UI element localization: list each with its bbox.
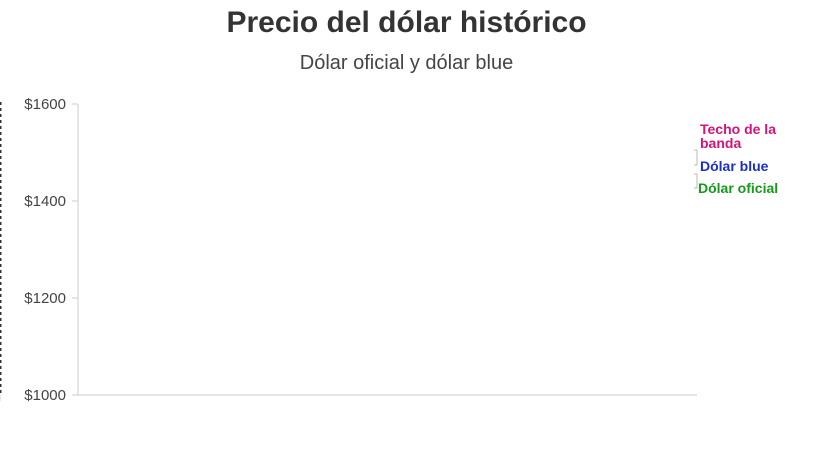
chart-subtitle: Dólar oficial y dólar blue — [299, 52, 514, 74]
legend-label-blue: Dólar blue — [700, 158, 769, 174]
y-tick-label: $1400 — [24, 193, 66, 210]
legend-label-techo-line-2: banda — [700, 135, 741, 151]
legend-connector — [694, 149, 698, 166]
legend-connector — [694, 173, 698, 189]
chart-title: Precio del dólar histórico — [226, 6, 587, 39]
y-tick-label: $1600 — [24, 96, 66, 113]
legend-label-techo-line-1: Techo de la — [700, 121, 776, 137]
y-tick-label: $1000 — [24, 387, 66, 404]
axes: $1000$1200$1400$160001/0101/0201/0301/04… — [0, 96, 697, 404]
legend-label-oficial: Dólar oficial — [698, 180, 778, 196]
y-tick-label: $1200 — [24, 290, 66, 307]
